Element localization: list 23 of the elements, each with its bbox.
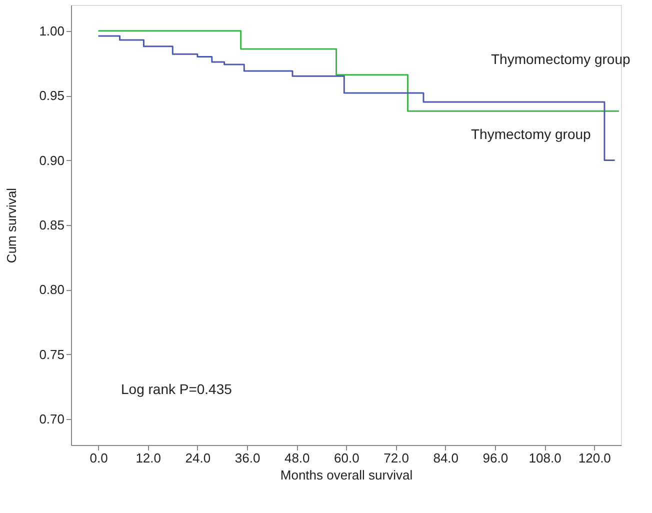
- y-axis-title: Cum survival: [4, 188, 20, 264]
- x-tick-label: 108.0: [528, 450, 562, 466]
- x-tick-label: 96.0: [482, 450, 508, 466]
- x-tick-label: 60.0: [334, 450, 360, 466]
- x-tick-label: 0.0: [90, 450, 108, 466]
- y-tick-label: 0.95: [39, 88, 64, 104]
- x-tick-label: 36.0: [234, 450, 260, 466]
- x-tick-label: 24.0: [185, 450, 211, 466]
- x-tick-label: 120.0: [578, 450, 611, 466]
- y-tick-label: 1.00: [39, 23, 64, 38]
- x-axis-title: Months overall survival: [280, 468, 413, 482]
- y-tick-label: 0.85: [39, 218, 64, 232]
- y-tick-label: 0.90: [39, 152, 64, 168]
- annotation: Thymectomy group: [471, 126, 592, 142]
- x-tick-label: 72.0: [384, 450, 409, 466]
- y-tick-label: 0.80: [39, 282, 64, 298]
- x-tick-label: 48.0: [284, 450, 310, 466]
- x-tick-label: 84.0: [433, 450, 459, 466]
- y-tick-label: 0.75: [39, 346, 64, 362]
- x-tick-label: 12.0: [136, 450, 162, 466]
- y-tick-label: 0.70: [39, 412, 64, 427]
- annotation: Thymomectomy group: [491, 51, 630, 67]
- annotation: Log rank P=0.435: [121, 381, 232, 397]
